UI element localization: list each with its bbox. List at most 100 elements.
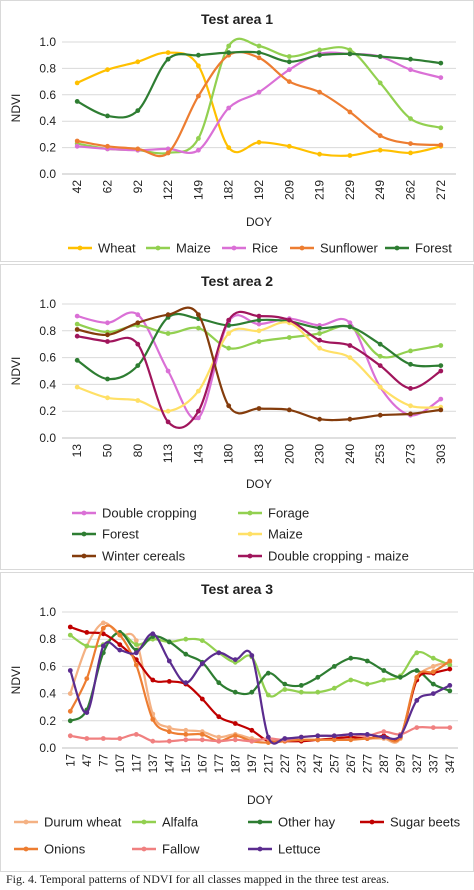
y-tick-label: 0.8 bbox=[39, 61, 56, 75]
data-point bbox=[216, 734, 222, 740]
data-point bbox=[84, 643, 90, 649]
data-point bbox=[430, 669, 436, 675]
x-tick-label: 257 bbox=[329, 754, 341, 773]
legend-marker bbox=[247, 510, 253, 516]
data-point bbox=[100, 625, 106, 631]
data-point bbox=[196, 136, 201, 141]
legend-marker bbox=[257, 846, 263, 852]
data-point bbox=[166, 639, 172, 645]
data-point bbox=[117, 632, 123, 638]
chart-panel-1: Test area 1 0.0 0.2 0.4 0.6 0.8 1.0 NDVI 42 62 92 1… bbox=[0, 0, 474, 262]
data-point bbox=[347, 51, 353, 57]
data-point bbox=[165, 331, 171, 336]
legend-item: Other hay bbox=[248, 815, 336, 830]
x-tick-label: 273 bbox=[404, 444, 418, 464]
data-point bbox=[438, 363, 444, 368]
data-point bbox=[135, 312, 141, 318]
series-3 bbox=[74, 312, 444, 382]
data-point bbox=[150, 738, 156, 744]
data-point bbox=[348, 655, 354, 661]
data-point bbox=[232, 689, 238, 695]
legend-label: Alfalfa bbox=[162, 815, 199, 830]
data-point bbox=[408, 67, 413, 73]
data-point bbox=[377, 353, 383, 359]
data-point bbox=[438, 125, 444, 131]
legend-label: Sugar beets bbox=[390, 815, 461, 830]
legend-item: Sugar beets bbox=[360, 815, 461, 830]
data-point bbox=[317, 151, 322, 157]
x-tick-label: 197 bbox=[247, 754, 259, 773]
data-point bbox=[74, 384, 80, 390]
legend-label: Maize bbox=[268, 527, 303, 542]
chart-test-area-2: Test area 2 0.0 0.2 0.4 0.6 0.8 1.0 NDVI 13 50 80 1… bbox=[0, 264, 474, 570]
chart-panel-3: Test area 3 0.0 0.2 0.4 0.6 0.8 1.0 NDVI 17 47 77 1… bbox=[0, 572, 474, 872]
data-point bbox=[232, 733, 238, 739]
data-point bbox=[165, 312, 171, 318]
x-tick-label: 117 bbox=[131, 754, 143, 772]
data-point bbox=[74, 327, 80, 332]
x-tick-label: 137 bbox=[148, 754, 160, 773]
data-point bbox=[117, 647, 123, 653]
data-point bbox=[67, 632, 73, 638]
x-tick-label: 217 bbox=[263, 754, 275, 773]
data-point bbox=[84, 710, 90, 715]
data-point bbox=[438, 343, 444, 348]
data-point bbox=[408, 141, 413, 147]
x-tick-label: 297 bbox=[395, 754, 407, 773]
data-point bbox=[298, 689, 304, 695]
data-point bbox=[226, 50, 232, 55]
x-tick-label: 187 bbox=[230, 754, 242, 773]
x-tick-label: 42 bbox=[70, 180, 84, 194]
data-point bbox=[256, 317, 262, 323]
data-point bbox=[298, 683, 304, 688]
legend-marker bbox=[77, 245, 83, 251]
data-point bbox=[84, 736, 90, 741]
series-6 bbox=[74, 310, 444, 430]
legend-label: Double cropping - maize bbox=[268, 549, 409, 564]
data-point bbox=[397, 733, 403, 739]
y-tick-label: 1.0 bbox=[39, 35, 56, 49]
data-point bbox=[183, 732, 189, 737]
x-tick-label: 253 bbox=[373, 444, 387, 464]
data-point bbox=[183, 727, 189, 733]
data-point bbox=[286, 54, 292, 59]
series-2 bbox=[67, 630, 453, 698]
data-point bbox=[74, 321, 80, 327]
data-point bbox=[438, 407, 444, 413]
data-point bbox=[232, 657, 238, 662]
data-point bbox=[447, 666, 453, 672]
data-point bbox=[74, 143, 80, 149]
data-point bbox=[438, 396, 444, 402]
data-point bbox=[256, 321, 262, 327]
data-point bbox=[347, 355, 353, 360]
data-point bbox=[438, 60, 444, 66]
data-point bbox=[166, 679, 172, 684]
data-point bbox=[165, 150, 171, 156]
data-point bbox=[74, 138, 80, 144]
y-tick-label: 0.8 bbox=[39, 632, 56, 646]
x-tick-label: 167 bbox=[197, 754, 209, 773]
data-point bbox=[317, 325, 322, 331]
legend-label: Lettuce bbox=[278, 842, 321, 857]
legend-item: Fallow bbox=[132, 842, 200, 857]
data-point bbox=[183, 636, 189, 642]
data-point bbox=[414, 650, 420, 656]
legend-item: Durum wheat bbox=[14, 815, 122, 830]
x-tick-label: 113 bbox=[161, 444, 175, 463]
data-point bbox=[364, 732, 370, 737]
data-point bbox=[67, 624, 73, 630]
data-point bbox=[216, 714, 222, 720]
legend-marker bbox=[247, 531, 253, 537]
data-point bbox=[196, 408, 201, 414]
data-point bbox=[397, 674, 403, 680]
data-point bbox=[84, 676, 90, 681]
y-tick-label: 0.6 bbox=[39, 659, 56, 673]
x-tick-label: 287 bbox=[379, 754, 391, 773]
data-point bbox=[381, 729, 387, 735]
y-tick-label: 0.0 bbox=[39, 741, 56, 755]
y-axis-label: NDVI bbox=[9, 94, 23, 123]
data-point bbox=[183, 680, 189, 686]
data-point bbox=[249, 738, 255, 744]
x-axis-label: DOY bbox=[247, 793, 273, 807]
legend-marker bbox=[81, 510, 87, 516]
